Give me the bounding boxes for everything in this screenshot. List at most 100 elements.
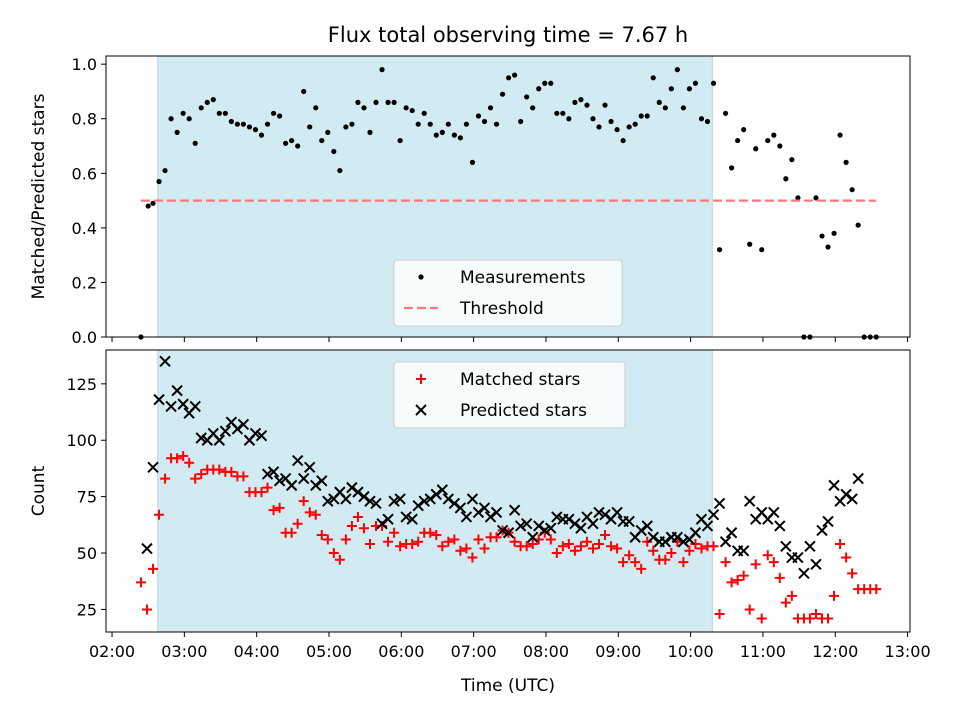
- predicted-stars-point: [442, 493, 455, 505]
- matched-stars-point: [389, 527, 400, 538]
- matched-stars-point: [184, 457, 195, 468]
- measurement-point: [469, 159, 476, 165]
- measurement-point: [530, 105, 536, 111]
- measurement-point: [656, 99, 662, 105]
- measurement-point: [825, 244, 831, 250]
- matched-stars-point: [262, 482, 273, 493]
- panel-1-legend-swatch: [418, 274, 424, 280]
- predicted-stars-point: [840, 488, 852, 501]
- panel-2-x-tick-label: 13:00: [885, 642, 931, 661]
- measurement-point: [168, 116, 174, 122]
- measurement-point: [246, 124, 253, 130]
- predicted-stars-point: [659, 536, 672, 548]
- measurement-point: [451, 132, 457, 138]
- measurement-point: [771, 132, 777, 138]
- measurement-point: [403, 105, 409, 111]
- predicted-stars-point: [249, 427, 262, 440]
- matched-stars-point: [690, 539, 701, 550]
- predicted-stars-point: [231, 423, 244, 435]
- predicted-stars-point: [623, 515, 635, 528]
- measurement-point: [391, 99, 397, 105]
- matched-stars-point: [425, 527, 436, 538]
- measurement-point: [777, 143, 783, 149]
- predicted-stars-point: [165, 400, 177, 413]
- measurement-point: [198, 105, 204, 111]
- predicted-stars-point: [159, 355, 171, 367]
- matched-stars-point: [190, 473, 201, 484]
- matched-stars-point: [786, 590, 797, 601]
- matched-stars-point: [804, 613, 815, 624]
- predicted-stars-point: [737, 545, 750, 557]
- panel-2-x-tick-label: 05:00: [306, 642, 352, 661]
- matched-stars-point: [642, 536, 653, 547]
- matched-stars-point: [545, 534, 556, 545]
- predicted-stars-point: [569, 518, 581, 530]
- predicted-stars-point: [520, 518, 533, 530]
- predicted-stars-point: [406, 513, 418, 525]
- measurement-point: [349, 121, 355, 127]
- matched-stars-point: [835, 539, 846, 550]
- predicted-stars-point: [575, 522, 587, 534]
- predicted-stars-point: [810, 558, 822, 571]
- matched-stars-point: [437, 541, 448, 552]
- measurement-point: [355, 99, 361, 105]
- measurement-point: [445, 121, 451, 127]
- matched-stars-point: [340, 534, 351, 545]
- predicted-stars-point: [297, 472, 310, 485]
- predicted-stars-point: [502, 527, 515, 539]
- measurement-point: [753, 146, 759, 152]
- matched-stars-point: [594, 539, 605, 550]
- matched-stars-point: [587, 543, 598, 554]
- predicted-stars-point: [273, 475, 286, 487]
- panel-1-series-1: [138, 67, 879, 340]
- matched-stars-point: [762, 550, 773, 561]
- matched-stars-point: [509, 536, 520, 547]
- measurement-point: [150, 200, 156, 206]
- matched-stars-point: [298, 496, 309, 507]
- measurement-point: [674, 67, 680, 73]
- matched-stars-point: [413, 536, 424, 547]
- predicted-stars-point: [195, 432, 207, 444]
- measurement-point: [512, 72, 518, 78]
- panel-1-y-tick-label: 0.0: [72, 328, 97, 347]
- measurement-point: [716, 247, 723, 253]
- measurement-point: [145, 203, 151, 209]
- measurement-point: [524, 94, 530, 100]
- panel-2-x-tick-label: 12:00: [812, 642, 858, 661]
- matched-stars-point: [431, 529, 442, 540]
- matched-stars-point: [810, 608, 821, 619]
- matched-stars-point: [310, 509, 321, 520]
- panel-2-legend-label: Matched stars: [460, 370, 580, 390]
- panel-1-legend-label: Measurements: [460, 268, 586, 288]
- predicted-stars-point: [448, 497, 461, 510]
- measurement-point: [686, 86, 693, 92]
- matched-stars-point: [148, 563, 159, 574]
- panel-1-y-tick-label: 0.8: [72, 110, 97, 129]
- measurement-point: [789, 157, 795, 163]
- matched-stars-point: [744, 604, 755, 615]
- predicted-stars-point: [514, 520, 527, 532]
- matched-stars-point: [774, 572, 785, 583]
- predicted-stars-point: [774, 520, 786, 532]
- panel-1-y-tick-label: 1.0: [72, 55, 97, 74]
- measurement-point: [295, 143, 301, 149]
- matched-stars-point: [178, 451, 189, 462]
- matched-stars-point: [606, 541, 617, 552]
- measurement-point: [602, 102, 608, 108]
- matched-stars-point: [678, 557, 689, 568]
- measurement-point: [156, 178, 162, 185]
- predicted-stars-point: [255, 430, 268, 442]
- predicted-stars-point: [816, 524, 828, 537]
- measurement-point: [837, 132, 843, 138]
- matched-stars-point: [352, 511, 363, 522]
- matched-stars-point: [274, 502, 285, 513]
- matched-stars-point: [557, 541, 568, 552]
- measurement-point: [518, 118, 524, 125]
- measurement-point: [614, 127, 620, 133]
- measurement-point: [409, 107, 415, 114]
- panel-1-y-tick-label: 0.6: [72, 164, 97, 183]
- matched-stars-point: [172, 453, 183, 464]
- matched-stars-point: [696, 543, 707, 554]
- predicted-stars-point: [545, 522, 557, 534]
